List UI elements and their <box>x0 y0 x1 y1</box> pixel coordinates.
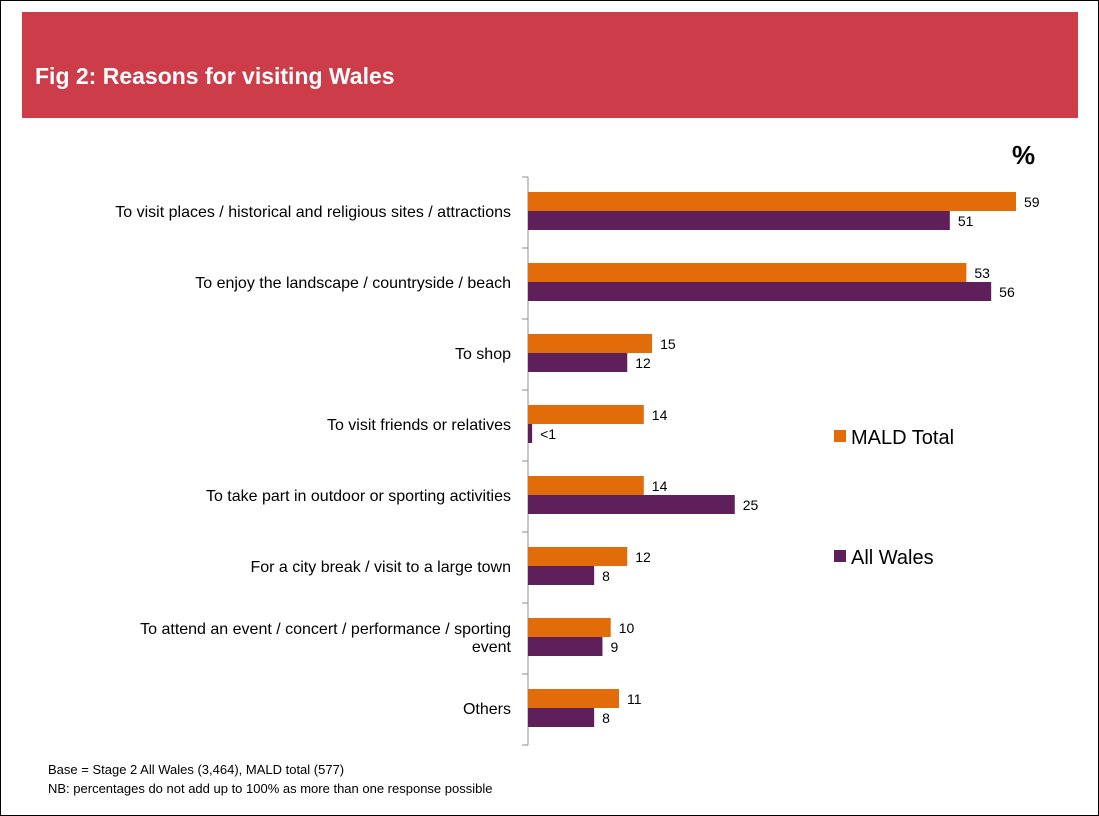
all-wales-bar <box>528 424 533 443</box>
mald-total-data-label: 14 <box>652 407 668 423</box>
legend-label: All Wales <box>851 547 934 569</box>
legend-swatch <box>834 430 846 442</box>
mald-total-bar <box>528 192 1016 211</box>
mald-total-data-label: 12 <box>635 549 651 565</box>
base-note: Base = Stage 2 All Wales (3,464), MALD t… <box>48 762 345 777</box>
mald-total-data-label: 14 <box>652 478 668 494</box>
mald-total-bar <box>528 689 619 708</box>
all-wales-data-label: <1 <box>540 426 556 442</box>
all-wales-bar <box>528 637 603 656</box>
title-banner: Fig 2: Reasons for visiting Wales <box>22 12 1078 118</box>
unit-label: % <box>1012 140 1036 170</box>
all-wales-bar <box>528 282 992 301</box>
all-wales-data-label: 56 <box>999 284 1015 300</box>
mald-total-bar <box>528 618 611 637</box>
all-wales-data-label: 12 <box>635 355 651 371</box>
category-label: To visit friends or relatives <box>327 417 511 434</box>
all-wales-data-label: 8 <box>602 568 610 584</box>
nb-note: NB: percentages do not add up to 100% as… <box>48 781 493 796</box>
mald-total-bar <box>528 476 644 495</box>
all-wales-data-label: 51 <box>958 213 974 229</box>
mald-total-data-label: 59 <box>1024 194 1040 210</box>
category-label: Others <box>463 701 511 718</box>
mald-total-data-label: 10 <box>619 620 635 636</box>
chart-title: Fig 2: Reasons for visiting Wales <box>35 63 395 89</box>
all-wales-data-label: 9 <box>610 639 618 655</box>
mald-total-bar <box>528 263 967 282</box>
mald-total-bar <box>528 405 644 424</box>
category-label: To attend an event / concert / performan… <box>140 621 511 656</box>
category-label: To enjoy the landscape / countryside / b… <box>195 275 511 292</box>
all-wales-bar <box>528 566 595 585</box>
mald-total-bar <box>528 334 653 353</box>
category-label: To visit places / historical and religio… <box>115 204 511 221</box>
all-wales-bar <box>528 211 950 230</box>
all-wales-bar <box>528 708 595 727</box>
footnotes: Base = Stage 2 All Wales (3,464), MALD t… <box>48 760 492 798</box>
all-wales-bar <box>528 353 628 372</box>
legend-label: MALD Total <box>851 427 954 449</box>
mald-total-bar <box>528 547 628 566</box>
category-label: To shop <box>455 346 511 363</box>
all-wales-data-label: 8 <box>602 710 610 726</box>
legend-swatch <box>834 550 846 562</box>
mald-total-data-label: 15 <box>660 336 676 352</box>
mald-total-data-label: 53 <box>974 265 990 281</box>
all-wales-bar <box>528 495 735 514</box>
all-wales-data-label: 25 <box>743 497 759 513</box>
category-label: To take part in outdoor or sporting acti… <box>206 488 511 505</box>
category-label: For a city break / visit to a large town <box>250 559 511 576</box>
mald-total-data-label: 11 <box>627 691 642 707</box>
